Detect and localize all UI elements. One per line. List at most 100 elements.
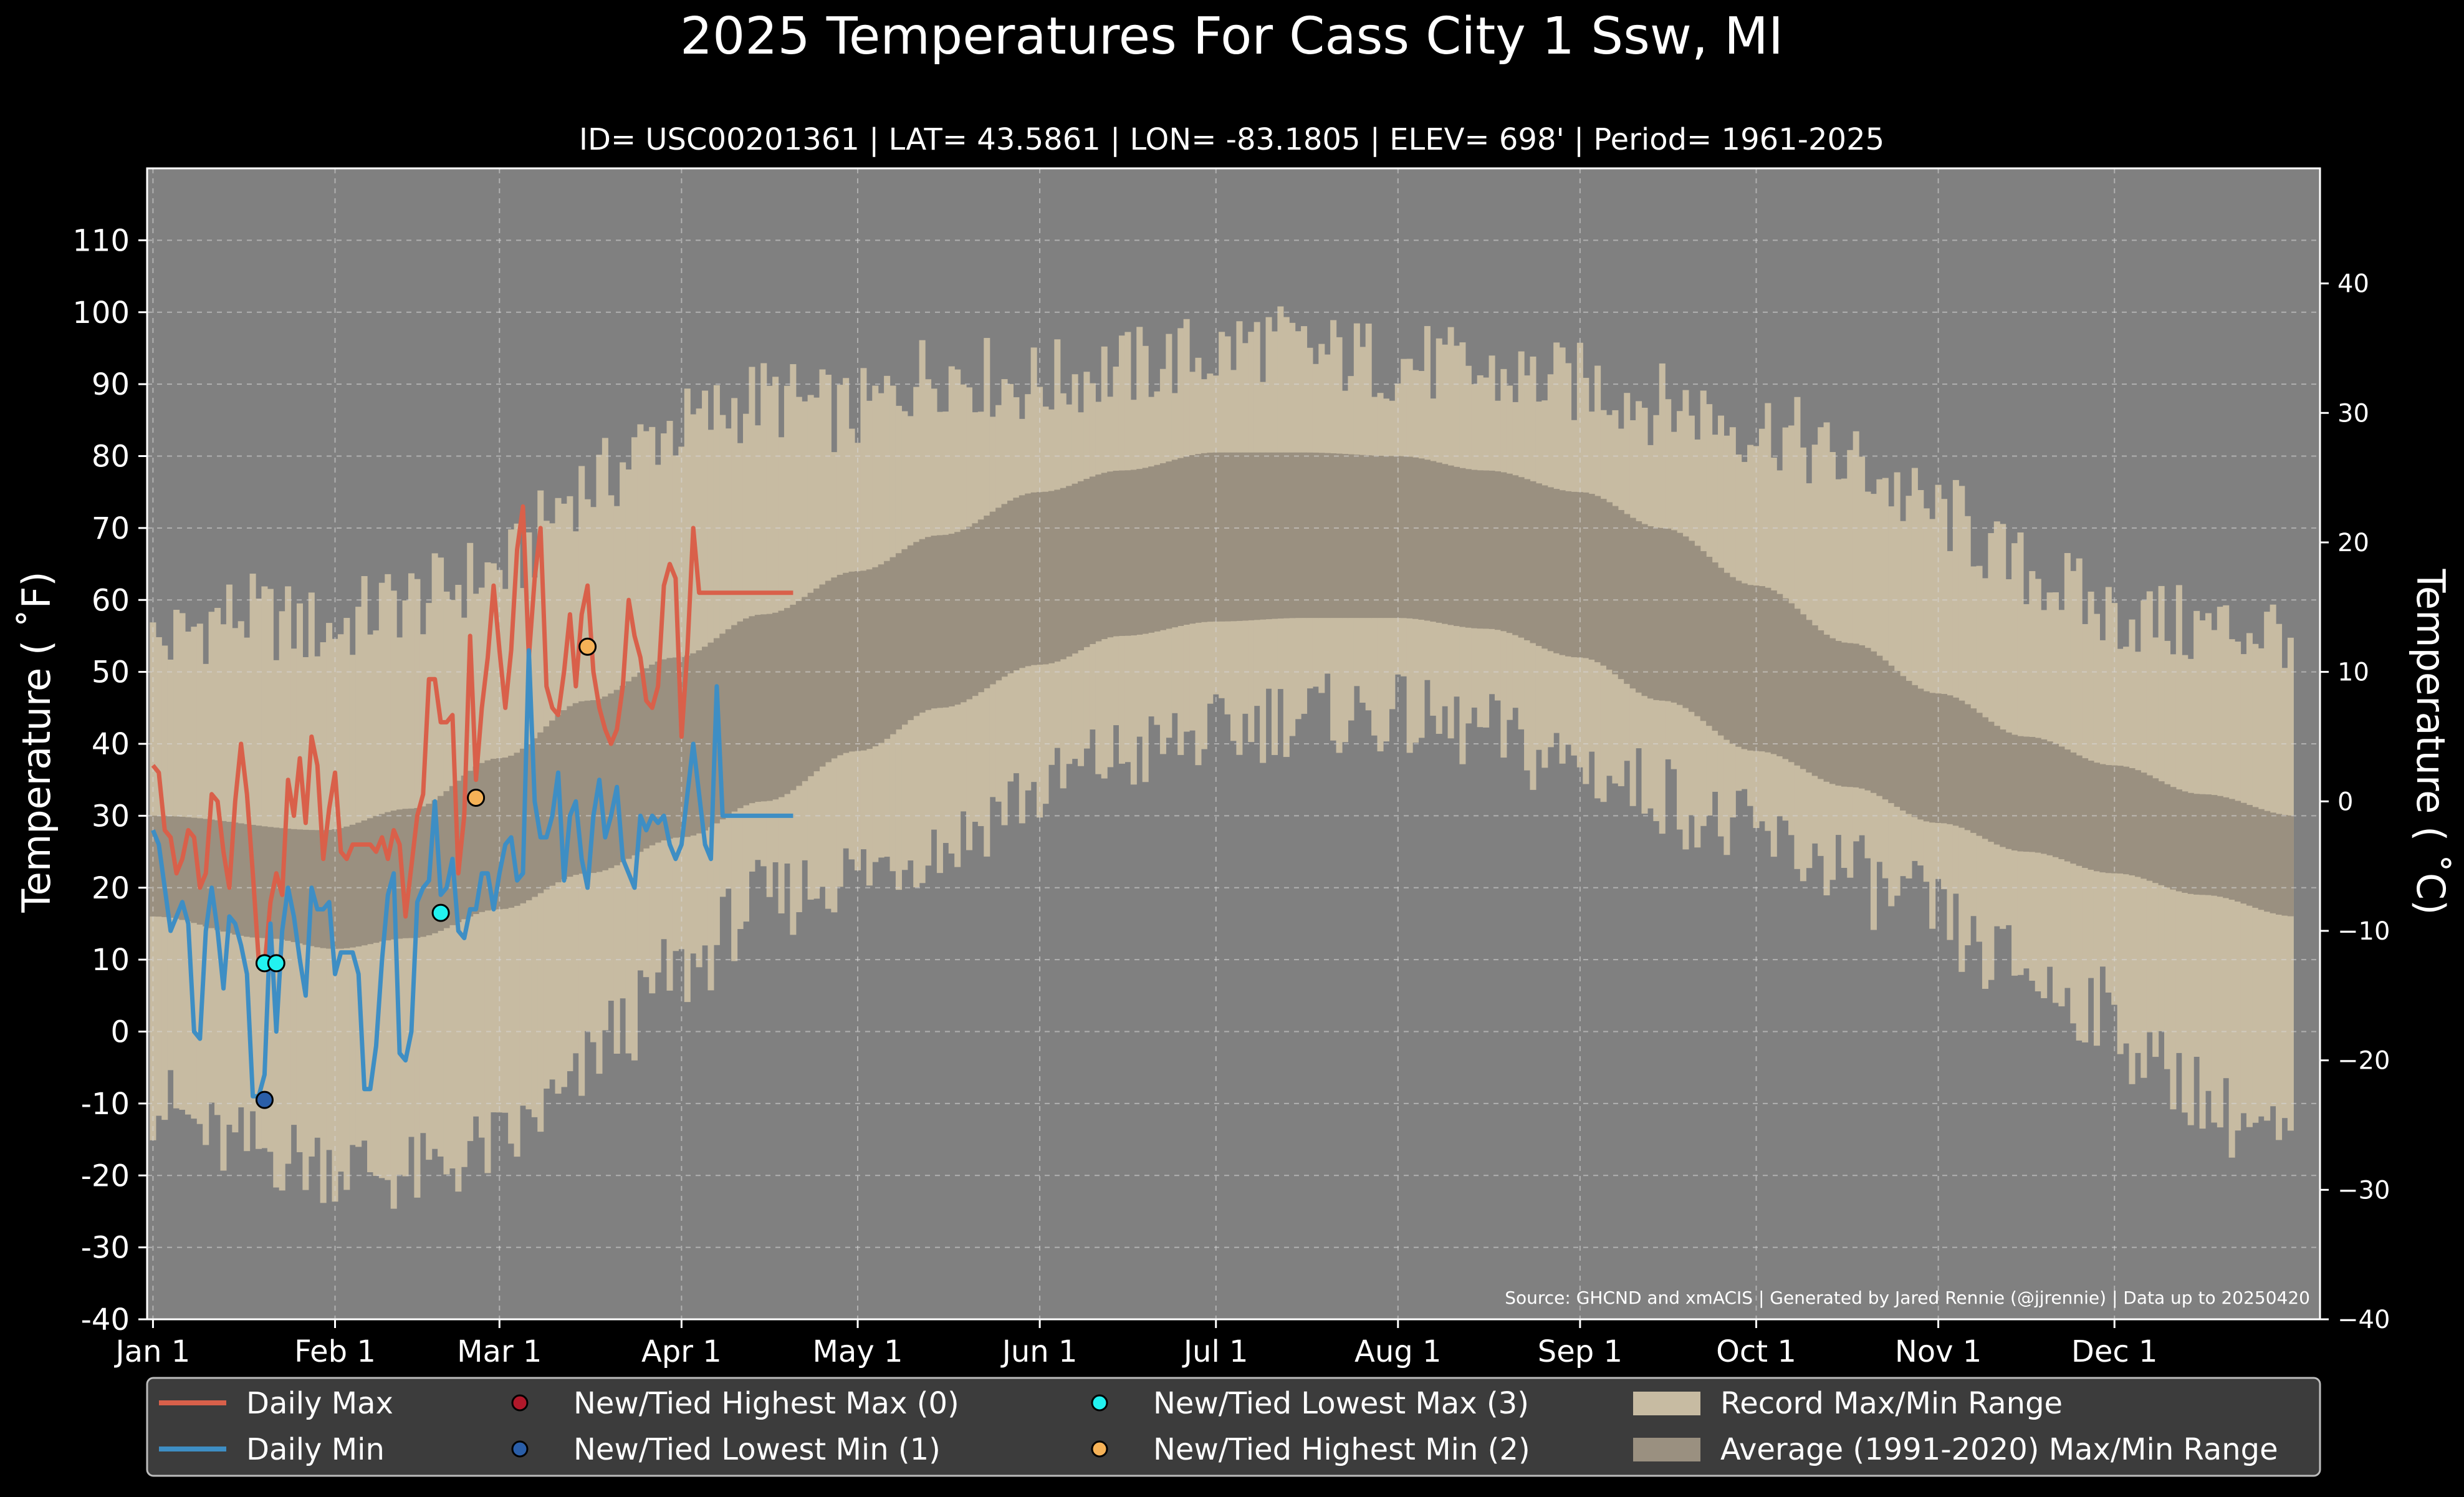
average-range-bar [795,600,802,786]
y-tick-label: 0 [110,1015,130,1050]
average-range-bar [514,753,520,906]
average-range-bar [901,549,908,725]
average-range-bar [1306,452,1313,619]
average-range-bar [2134,770,2141,877]
average-range-bar [819,584,826,767]
average-range-bar [1471,469,1478,628]
average-range-bar [508,756,515,908]
average-range-bar [1982,717,1988,839]
legend-box [146,1377,2321,1477]
average-range-bar [267,827,274,938]
average-range-bar [285,829,292,941]
legend-highest-min-label: New/Tied Highest Min (2) [1153,1432,1530,1467]
average-range-bar [1401,456,1407,619]
average-range-bar [2199,794,2206,895]
average-range-bar [1148,466,1155,633]
average-range-bar [326,830,333,949]
legend-highest-max-label: New/Tied Highest Max (0) [573,1386,959,1421]
average-range-bar [1706,557,1713,726]
marker-highest-min [467,789,486,807]
average-range-bar [2041,739,2048,854]
legend-average-range-swatch [1633,1438,1700,1461]
x-tick-label: Apr 1 [641,1334,722,1369]
average-range-bar [396,809,403,939]
y-right-tick-label: −30 [2337,1176,2390,1205]
average-range-bar [1394,456,1401,619]
average-range-bar [1365,455,1372,619]
average-range-bar [1847,643,1854,787]
average-range-bar [620,685,626,862]
average-range-bar [1171,460,1178,628]
legend: Daily Max Daily Min New/Tied Highest Max (… [146,1377,2321,1477]
average-range-bar [2146,775,2153,881]
average-range-bar [848,571,855,752]
average-range-bar [320,830,327,948]
average-range-bar [1189,455,1196,624]
average-range-bar [1236,452,1243,621]
average-range-bar [1154,465,1161,632]
average-range-bar [1318,453,1325,619]
average-range-bar [1818,630,1824,779]
average-range-bar [1923,691,1930,822]
average-range-bar [936,535,943,708]
y-tick-label: 110 [72,223,130,258]
average-range-bar [1941,693,1948,824]
average-range-bar [2152,778,2159,883]
average-range-bar [1494,471,1501,630]
average-range-bar [1248,452,1255,620]
average-range-bar [1553,489,1560,653]
average-range-bar [925,537,932,710]
average-range-bar [989,511,996,685]
legend-daily-max-label: Daily Max [246,1386,393,1421]
average-range-bar [467,771,474,917]
marker-lowest-max [267,954,285,973]
average-range-bar [984,515,990,688]
average-range-bar [1030,492,1037,665]
average-range-bar [1958,700,1965,828]
legend-lowest-min-label: New/Tied Lowest Min (1) [573,1432,941,1467]
average-range-bar [1083,479,1090,647]
average-range-bar [960,529,967,703]
average-range-bar [602,696,608,870]
average-range-bar [1559,490,1566,655]
y-tick-label: -20 [81,1158,130,1193]
legend-record-range-label: Record Max/Min Range [1720,1386,2063,1421]
average-range-bar [232,822,239,935]
average-range-bar [1911,685,1918,817]
average-range-bar [349,824,356,948]
x-tick-label: Oct 1 [1716,1334,1796,1369]
average-range-bar [2064,749,2071,862]
average-range-bar [1876,655,1883,796]
average-range-bar [1993,726,2000,845]
average-range-bar [1729,577,1736,744]
average-range-bar [584,700,591,874]
average-range-bar [1823,634,1830,782]
average-range-bar [1524,479,1531,640]
y-tick-label: 80 [92,440,130,474]
average-range-bar [2175,789,2182,892]
average-range-bar [361,820,368,946]
average-range-bar [807,592,814,776]
average-range-bar [1477,470,1484,629]
average-range-bar [567,706,573,877]
average-range-bar [161,816,168,917]
average-range-bar [2076,755,2083,866]
average-range-bar [237,823,244,936]
average-range-bar [696,650,702,834]
average-range-bar [2287,816,2294,917]
average-range-bar [1283,452,1290,619]
average-range-bar [244,824,251,937]
average-range-bar [872,567,879,746]
average-range-bar [1588,494,1595,660]
average-range-bar [625,681,632,859]
y-tick-label: -40 [81,1302,130,1337]
average-range-bar [2023,736,2030,852]
average-range-bar [1859,645,1866,789]
average-range-bar [702,647,709,831]
average-range-bar [1717,567,1725,736]
average-range-bar [1541,485,1548,649]
average-range-bar [1641,524,1648,696]
x-tick-label: Jul 1 [1182,1334,1249,1369]
legend-daily-min-label: Daily Min [246,1432,385,1467]
